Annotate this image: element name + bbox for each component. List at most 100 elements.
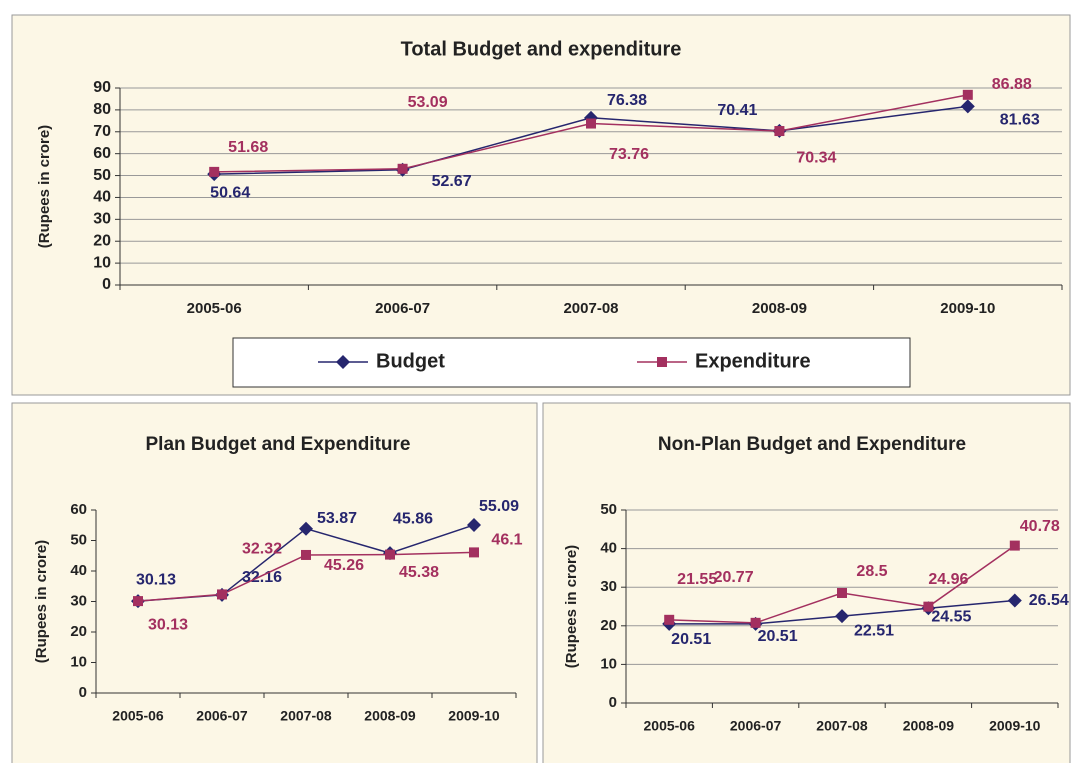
y-tick-label: 30 [70,592,87,609]
data-point [586,118,596,129]
data-point [299,521,313,536]
data-label: 32.16 [242,569,282,586]
data-label: 52.67 [432,173,472,190]
data-point [209,166,220,177]
y-tick-label: 40 [600,540,617,557]
x-tick-label: 2006-07 [196,708,248,724]
data-label: 70.41 [717,102,757,119]
chart-title: Total Budget and expenditure [401,38,682,60]
data-label: 51.68 [228,139,268,156]
y-tick-label: 10 [93,254,111,271]
panel [542,402,1071,766]
x-tick-label: 2008-09 [903,718,955,734]
y-tick-label: 20 [600,617,617,634]
x-tick-label: 2005-06 [187,300,242,317]
data-point [923,601,934,612]
panel [11,402,538,766]
y-tick-label: 90 [93,79,111,96]
data-label: 50.64 [210,184,250,201]
data-label: 30.13 [136,571,176,588]
data-point [469,547,479,558]
data-point [774,126,785,137]
panel [11,14,1071,396]
data-label: 70.34 [796,149,836,166]
data-point [837,587,847,598]
x-tick-label: 2009-10 [989,718,1041,734]
data-label: 28.5 [856,563,887,580]
y-tick-label: 30 [93,211,111,228]
data-label: 40.78 [1020,518,1060,535]
data-label: 20.51 [758,628,798,645]
x-tick-label: 2009-10 [940,300,995,317]
data-point [336,355,350,369]
y-tick-label: 50 [93,167,111,184]
x-tick-label: 2005-06 [644,718,696,734]
y-tick-label: 80 [93,101,111,118]
data-point [467,517,481,532]
y-tick-label: 60 [93,145,111,162]
data-label: 45.38 [399,564,439,581]
data-label: 21.55 [677,571,717,588]
y-tick-label: 0 [609,694,617,711]
data-point [750,617,761,628]
data-label: 73.76 [609,146,649,163]
y-tick-label: 40 [93,189,111,206]
x-tick-label: 2009-10 [448,708,500,724]
data-point [835,609,849,624]
data-label: 26.54 [1029,592,1069,609]
data-point [1007,593,1022,608]
y-tick-label: 10 [70,653,87,670]
data-label: 22.51 [854,622,894,639]
data-label: 20.51 [671,631,711,648]
data-point [960,99,975,114]
y-tick-label: 0 [102,276,111,293]
data-label: 24.96 [928,571,968,588]
data-label: 24.55 [931,608,971,625]
data-point [397,163,408,174]
y-tick-label: 60 [70,501,87,518]
data-point [217,589,227,600]
y-tick-label: 70 [93,123,111,140]
y-tick-label: 40 [70,562,87,579]
x-tick-label: 2005-06 [112,708,164,724]
y-axis-label: (Rupees in crore) [33,540,50,663]
x-tick-label: 2008-09 [752,300,807,317]
data-label: 76.38 [607,92,647,109]
y-axis-label: (Rupees in crore) [563,545,580,668]
x-tick-label: 2008-09 [364,708,416,724]
legend-label: Budget [376,350,445,372]
data-point [133,596,143,607]
data-point [301,549,311,560]
data-point [664,614,675,625]
y-axis-label: (Rupees in crore) [36,125,53,248]
data-point [385,549,395,560]
data-label: 53.87 [317,510,357,527]
x-tick-label: 2007-08 [816,718,868,734]
data-label: 45.86 [393,510,433,527]
x-tick-label: 2006-07 [375,300,430,317]
data-label: 55.09 [479,498,519,515]
data-label: 46.1 [491,532,522,549]
y-tick-label: 50 [70,531,87,548]
data-label: 86.88 [992,76,1032,93]
chart-title: Non-Plan Budget and Expenditure [658,434,966,455]
y-tick-label: 30 [600,578,617,595]
data-point [657,357,667,367]
x-tick-label: 2007-08 [563,300,618,317]
y-tick-label: 20 [70,623,87,640]
y-tick-label: 10 [600,655,617,672]
data-label: 30.13 [148,616,188,633]
x-tick-label: 2006-07 [730,718,782,734]
x-tick-label: 2007-08 [280,708,332,724]
data-point [1009,540,1020,551]
data-label: 32.32 [242,541,282,558]
data-label: 45.26 [324,557,364,574]
data-label: 53.09 [408,94,448,111]
data-label: 20.77 [714,569,754,586]
y-tick-label: 50 [600,501,617,518]
data-label: 81.63 [1000,112,1040,129]
y-tick-label: 20 [93,232,111,249]
data-point [962,89,973,100]
